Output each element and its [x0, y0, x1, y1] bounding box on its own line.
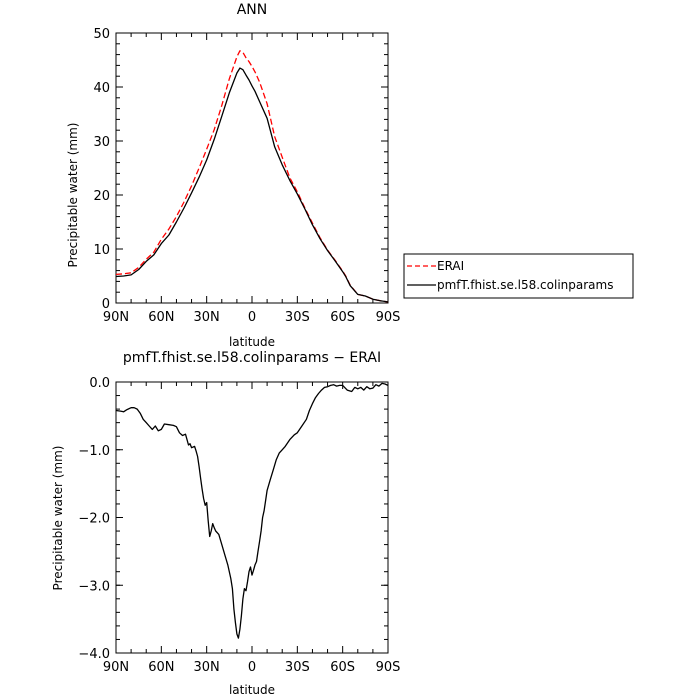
legend-label-model: pmfT.fhist.se.l58.colinparams: [437, 278, 613, 292]
y-tick-label: 0.0: [89, 376, 110, 391]
y-tick-label: 0: [102, 297, 110, 312]
x-tick-label: 60S: [330, 660, 355, 675]
top-y-axis-label: Precipitable water (mm): [66, 123, 80, 268]
x-tick-label: 30N: [194, 660, 220, 675]
bottom-chart-title: pmfT.fhist.se.l58.colinparams − ERAI: [123, 350, 381, 366]
top-plot-frame: [115, 32, 389, 304]
x-tick-label: 30N: [194, 310, 220, 325]
x-tick-label: 60S: [330, 310, 355, 325]
y-tick-label: 10: [93, 243, 110, 258]
legend: ERAI pmfT.fhist.se.l58.colinparams: [403, 253, 634, 299]
x-tick-label: 30S: [285, 660, 310, 675]
y-tick-label: −2.0: [78, 512, 110, 527]
x-tick-label: 90S: [376, 660, 401, 675]
x-tick-label: 90N: [103, 310, 129, 325]
x-tick-label: 60N: [148, 310, 174, 325]
series-line-0-1: [115, 67, 389, 303]
y-tick-label: 20: [93, 189, 110, 204]
y-tick-label: 30: [93, 135, 110, 150]
legend-box: [403, 253, 634, 299]
y-tick-label: −4.0: [78, 647, 110, 662]
top-panel: ANN latitude Precipitable water (mm) 90N…: [66, 2, 400, 349]
series-line-1-0: [115, 382, 389, 639]
x-tick-label: 0: [248, 310, 256, 325]
legend-label-erai: ERAI: [437, 259, 464, 273]
y-tick-label: 50: [93, 27, 110, 42]
bottom-panel: pmfT.fhist.se.l58.colinparams − ERAI lat…: [51, 350, 400, 697]
bottom-x-axis-label: latitude: [229, 683, 275, 697]
y-tick-label: −3.0: [78, 579, 110, 594]
bottom-series-lines: [115, 382, 389, 639]
top-chart-title: ANN: [237, 2, 268, 18]
top-axis-ticks: 90N 60N 30N 0 30S 60S 90S 0 10 20 30 40 50: [93, 27, 400, 325]
x-tick-label: 0: [248, 660, 256, 675]
top-series-lines: [115, 50, 389, 303]
x-tick-label: 30S: [285, 310, 310, 325]
y-tick-label: 40: [93, 81, 110, 96]
bottom-plot-frame: [115, 381, 389, 654]
bottom-axis-ticks: 90N 60N 30N 0 30S 60S 90S −4.0 −3.0 −2.0 −1.0 0.0: [78, 376, 400, 675]
top-x-axis-label: latitude: [229, 335, 275, 349]
bottom-y-axis-label: Precipitable water (mm): [51, 446, 65, 591]
x-tick-label: 60N: [148, 660, 174, 675]
x-tick-label: 90N: [103, 660, 129, 675]
y-tick-label: −1.0: [78, 444, 110, 459]
series-line-0-0: [115, 50, 389, 303]
x-tick-label: 90S: [376, 310, 401, 325]
